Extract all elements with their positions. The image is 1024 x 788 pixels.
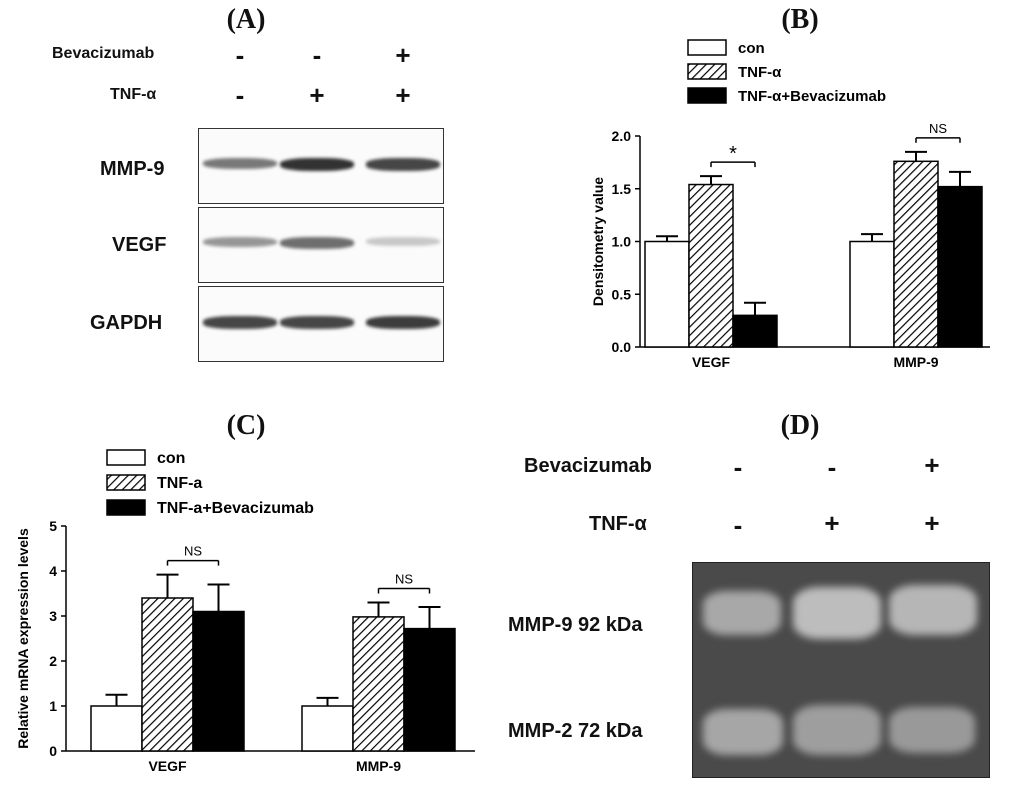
- y-tick-label: 4: [49, 563, 57, 579]
- bar: [937, 185, 983, 348]
- y-tick-label: 2.0: [612, 128, 632, 144]
- blot-band: [203, 316, 277, 329]
- gel-band: [703, 591, 781, 635]
- blot-label-vegf: VEGF: [112, 234, 167, 256]
- bar: [90, 705, 143, 752]
- significance-label: *: [729, 143, 737, 165]
- bar: [403, 627, 456, 752]
- legend-label: TNF-a: [157, 475, 202, 492]
- bar: [192, 610, 245, 752]
- panel-a-letter: (A): [226, 4, 266, 35]
- y-tick-label: 3: [49, 608, 57, 624]
- x-category-label: MMP-9: [356, 758, 401, 774]
- y-tick-label: 0.5: [612, 286, 632, 302]
- treatment-label-bevacizumab: Bevacizumab: [52, 45, 155, 62]
- legend-swatch: [106, 474, 146, 491]
- y-tick-label: 2: [49, 653, 57, 669]
- sign-a-0-0: -: [235, 40, 245, 70]
- y-tick-label: 1.5: [612, 181, 632, 197]
- blot-band: [366, 158, 440, 171]
- panel-b-letter: (B): [781, 4, 819, 35]
- blot-band: [203, 237, 277, 248]
- sign-d-0-2: +: [924, 450, 940, 480]
- bar: [893, 160, 939, 348]
- legend-swatch: [687, 63, 727, 80]
- chart-c-mrna: con TNF-a TNF-a+Bevacizumab 0 1 2 3 4 5 Relative …: [15, 449, 475, 774]
- legend-label: con: [157, 450, 185, 467]
- bar: [688, 183, 734, 348]
- legend-swatch: [687, 39, 727, 56]
- sign-d-1-0: -: [733, 510, 743, 540]
- y-tick-label: 0: [49, 743, 57, 759]
- bar: [141, 597, 194, 752]
- legend-swatch: [106, 449, 146, 466]
- y-tick-label: 0.0: [612, 339, 632, 355]
- treatment-label-tnf-d: TNF-α: [589, 513, 647, 535]
- legend-swatch: [106, 499, 146, 516]
- sign-a-0-2: +: [395, 40, 411, 70]
- gel-band: [793, 705, 881, 755]
- legend-label: TNF-α+Bevacizumab: [738, 88, 886, 105]
- treatment-label-tnf: TNF-α: [110, 86, 157, 103]
- gel-band: [889, 707, 975, 753]
- blot-label-gapdh: GAPDH: [90, 312, 163, 334]
- bar: [301, 705, 354, 752]
- blot-band: [280, 316, 354, 329]
- y-tick-label: 1: [49, 698, 57, 714]
- sign-d-0-1: -: [827, 452, 837, 482]
- y-tick-label: 1.0: [612, 234, 632, 250]
- gel-image: [692, 562, 990, 778]
- x-category-label: VEGF: [148, 758, 187, 774]
- bar: [849, 240, 895, 348]
- sign-a-1-1: +: [309, 80, 325, 110]
- significance-label: NS: [184, 544, 202, 559]
- sign-d-0-0: -: [733, 452, 743, 482]
- gel-band: [889, 585, 977, 635]
- blot-band: [280, 237, 354, 249]
- blot-band: [366, 316, 440, 330]
- blot-label-mmp9: MMP-9: [100, 158, 165, 180]
- gel-band: [703, 709, 783, 755]
- legend-label: TNF-a+Bevacizumab: [157, 500, 314, 517]
- y-axis-label: Relative mRNA expression levels: [15, 528, 31, 749]
- legend-label: con: [738, 40, 765, 57]
- y-axis-label: Densitometry value: [590, 177, 606, 306]
- blot-band: [366, 237, 440, 246]
- blot-band: [203, 158, 277, 170]
- band-label-mmp9: MMP-9 92 kDa: [508, 614, 643, 636]
- bar: [644, 240, 690, 348]
- x-category-label: MMP-9: [893, 354, 938, 370]
- significance-label: NS: [395, 572, 413, 587]
- chart-b-densitometry: con TNF-α TNF-α+Bevacizumab 0.0 0.5 1.0 1.5 2.0…: [590, 39, 990, 370]
- x-category-label: VEGF: [692, 354, 731, 370]
- bar: [732, 314, 778, 348]
- bar: [352, 616, 405, 752]
- sign-a-0-1: -: [312, 40, 322, 70]
- significance-label: NS: [929, 121, 947, 136]
- panel-d-letter: (D): [780, 410, 820, 441]
- blot-band: [280, 158, 354, 172]
- sign-a-1-2: +: [395, 80, 411, 110]
- sign-d-1-1: +: [824, 508, 840, 538]
- panel-c-letter: (C): [226, 410, 266, 441]
- legend-swatch: [687, 87, 727, 104]
- y-tick-label: 5: [49, 518, 57, 534]
- band-label-mmp2: MMP-2 72 kDa: [508, 720, 643, 742]
- treatment-label-bevacizumab-d: Bevacizumab: [524, 455, 652, 477]
- legend-label: TNF-α: [738, 64, 782, 81]
- sign-a-1-0: -: [235, 80, 245, 110]
- sign-d-1-2: +: [924, 508, 940, 538]
- gel-band: [793, 587, 881, 639]
